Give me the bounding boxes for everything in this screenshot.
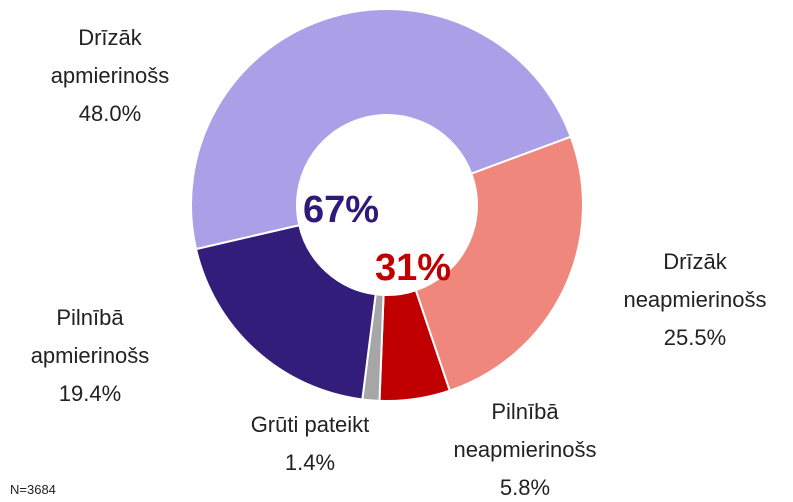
category-label: Drīzāk neapmierinošs [623, 249, 767, 312]
slice [414, 135, 584, 392]
value-label: 1.4% [284, 450, 336, 475]
slice-label: Drīzāk neapmierinošs 25.5% [610, 243, 780, 357]
center-annotation: 67% [303, 189, 379, 231]
value-label: 5.8% [499, 475, 551, 500]
slice-label: Drīzāk apmierinošs 48.0% [35, 19, 185, 133]
slice [194, 224, 377, 401]
footnote: N=3684 [10, 482, 56, 497]
category-label: Pilnībā apmierinošs [30, 305, 150, 368]
category-label: Drīzāk apmierinošs [50, 25, 170, 88]
category-label: Pilnībā neapmierinošs [453, 399, 597, 462]
slice-label: Grūti pateikt 1.4% [210, 406, 410, 482]
slice [190, 8, 573, 251]
value-label: 48.0% [78, 101, 142, 126]
value-label: 19.4% [58, 381, 122, 406]
center-annotation: 31% [375, 247, 451, 289]
value-label: 25.5% [663, 325, 727, 350]
category-label: Grūti pateikt [250, 412, 370, 437]
slice-label: Pilnībā apmierinošs 19.4% [15, 299, 165, 413]
slice-label: Pilnībā neapmierinošs 5.8% [440, 393, 610, 502]
